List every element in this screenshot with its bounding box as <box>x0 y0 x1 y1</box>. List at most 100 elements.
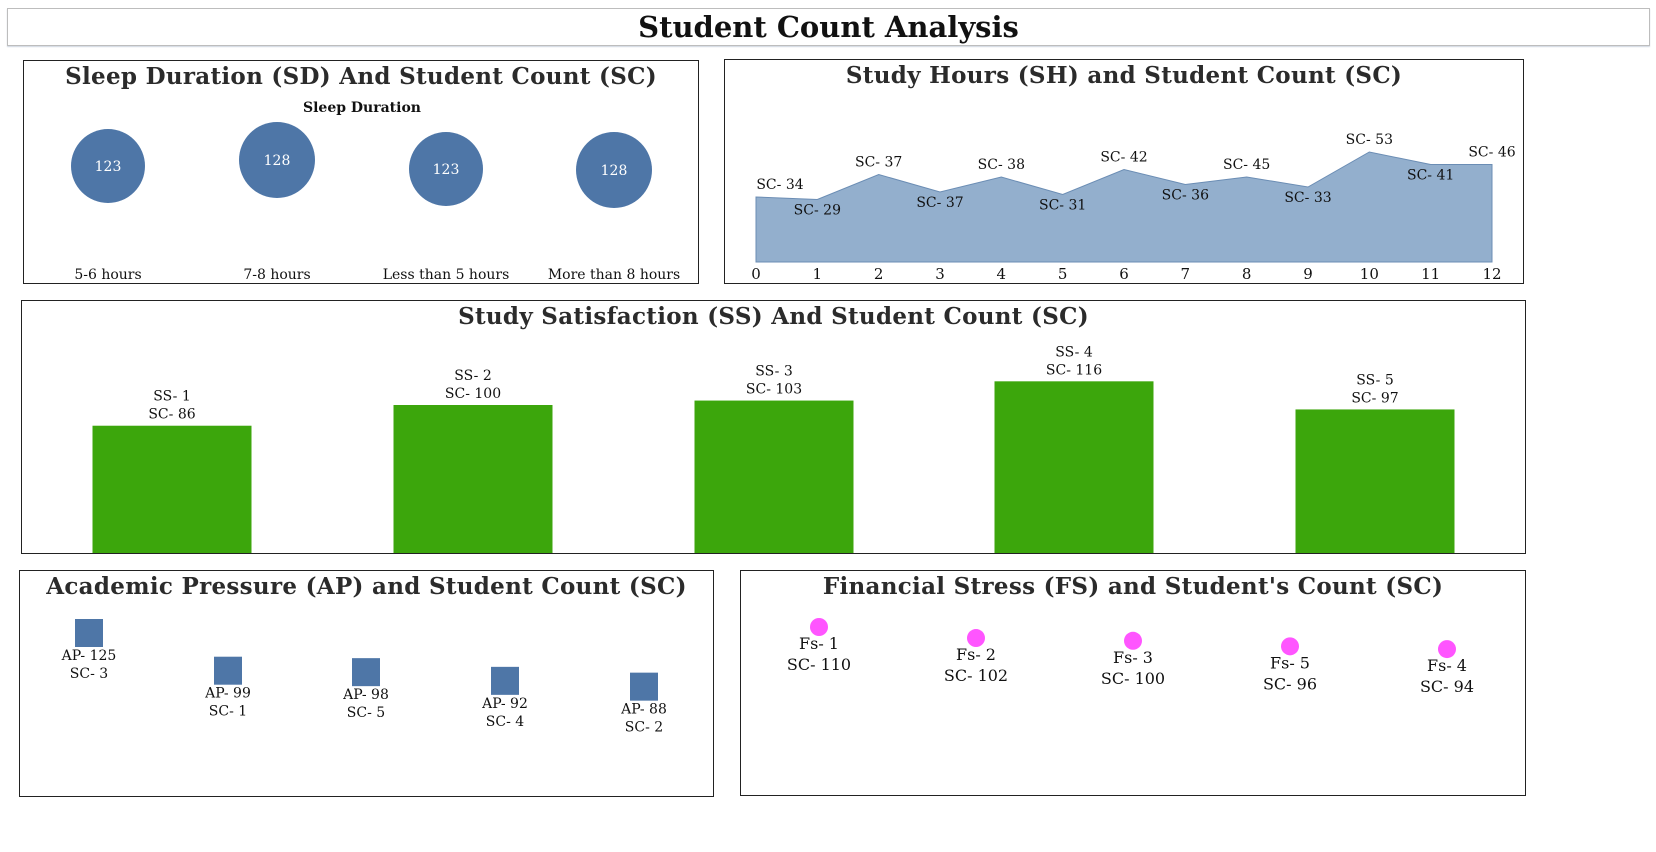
satisfaction-bar <box>393 405 553 553</box>
satisfaction-category-label: SS- 1 <box>153 389 191 405</box>
academic-pressure-label: AP- 88 <box>620 702 667 718</box>
study-hours-tick-label: 5 <box>1058 265 1068 283</box>
study-hours-tick-label: 2 <box>874 265 884 283</box>
academic-pressure-count-label: SC- 4 <box>486 714 524 730</box>
satisfaction-value-label: SC- 97 <box>1351 390 1398 406</box>
financial-stress-count-label: SC- 96 <box>1263 674 1317 693</box>
financial-stress-label: Fs- 5 <box>1270 653 1310 672</box>
academic-pressure-count-label: SC- 5 <box>347 705 385 721</box>
study-hours-tick-label: 4 <box>997 265 1007 283</box>
study-hours-value-label: SC- 38 <box>978 157 1025 173</box>
financial-stress-title: Financial Stress (FS) and Student's Coun… <box>822 573 1444 600</box>
sleep-category-label: 7-8 hours <box>243 267 310 283</box>
sleep-bubble <box>71 129 145 203</box>
academic-pressure-label: AP- 99 <box>204 686 251 702</box>
sleep-category-label: Less than 5 hours <box>383 267 510 283</box>
financial-stress-chart: Fs- 1 SC- 110 Fs- 2 SC- 102 Fs- 3 SC- 100 Fs- … <box>787 618 1474 696</box>
academic-pressure-title: Academic Pressure (AP) and Student Count… <box>46 573 687 600</box>
study-satisfaction-chart: SS- 1 SC- 86 SS- 2 SC- 100 SS- 3 SC- 103 SS- 4… <box>92 344 1455 553</box>
sleep-bubble-value: 128 <box>264 153 291 169</box>
financial-stress-marker <box>810 618 828 636</box>
financial-stress-panel: Financial Stress (FS) and Student's Coun… <box>740 570 1526 796</box>
study-hours-value-label: SC- 46 <box>1468 145 1515 161</box>
dashboard-title-bar: Student Count Analysis <box>7 8 1650 46</box>
financial-stress-marker <box>967 629 985 648</box>
study-hours-area <box>755 151 1493 263</box>
financial-stress-count-label: SC- 102 <box>944 666 1008 685</box>
satisfaction-category-label: SS- 3 <box>755 364 793 380</box>
academic-pressure-label: AP- 92 <box>481 696 528 712</box>
satisfaction-category-label: SS- 4 <box>1055 344 1093 360</box>
financial-stress-marker <box>1281 637 1299 656</box>
satisfaction-bar <box>694 400 854 553</box>
academic-pressure-label: AP- 125 <box>61 648 117 664</box>
study-hours-tick-label: 11 <box>1421 265 1440 283</box>
study-hours-value-label: SC- 53 <box>1346 132 1393 148</box>
sleep-duration-header: Sleep Duration <box>303 100 421 116</box>
financial-stress-count-label: SC- 100 <box>1101 669 1165 688</box>
sleep-bubble <box>239 122 315 198</box>
satisfaction-value-label: SC- 100 <box>445 386 501 402</box>
sleep-bubble <box>409 132 483 206</box>
financial-stress-marker <box>1124 631 1142 650</box>
study-hours-tick-label: 0 <box>751 265 761 283</box>
study-hours-value-label: SC- 36 <box>1162 188 1209 204</box>
sleep-bubble-value: 123 <box>433 162 460 178</box>
study-hours-value-label: SC- 45 <box>1223 157 1270 173</box>
academic-pressure-panel: Academic Pressure (AP) and Student Count… <box>19 570 714 797</box>
academic-pressure-marker <box>352 658 380 687</box>
study-satisfaction-panel: Study Satisfaction (SS) And Student Coun… <box>21 300 1526 554</box>
satisfaction-bar <box>1295 409 1455 553</box>
satisfaction-category-label: SS- 5 <box>1356 372 1394 388</box>
sleep-duration-title: Sleep Duration (SD) And Student Count (S… <box>65 63 657 90</box>
financial-stress-marker <box>1438 640 1456 659</box>
financial-stress-count-label: SC- 94 <box>1420 677 1474 696</box>
satisfaction-value-label: SC- 103 <box>746 382 802 398</box>
study-hours-tick-label: 12 <box>1482 265 1501 283</box>
academic-pressure-count-label: SC- 2 <box>625 720 663 736</box>
satisfaction-value-label: SC- 86 <box>148 407 195 423</box>
study-satisfaction-title: Study Satisfaction (SS) And Student Coun… <box>458 303 1089 330</box>
satisfaction-bar <box>994 381 1154 553</box>
sleep-bubble-value: 128 <box>601 163 628 179</box>
study-hours-chart: SC- 34 0 SC- 29 1 SC- 37 2 SC- 37 3 SC- 38 4 SC- 3… <box>751 132 1516 283</box>
sleep-category-label: 5-6 hours <box>74 267 141 283</box>
study-hours-panel: Study Hours (SH) and Student Count (SC) … <box>724 59 1524 284</box>
study-hours-value-label: SC- 31 <box>1039 198 1086 214</box>
study-hours-title: Study Hours (SH) and Student Count (SC) <box>845 62 1403 89</box>
financial-stress-label: Fs- 1 <box>799 634 839 653</box>
study-hours-tick-label: 9 <box>1303 265 1313 283</box>
sleep-category-label: More than 8 hours <box>548 267 680 283</box>
academic-pressure-count-label: SC- 3 <box>70 666 108 682</box>
study-hours-tick-label: 7 <box>1181 265 1191 283</box>
academic-pressure-marker <box>630 672 658 701</box>
study-hours-tick-label: 10 <box>1360 265 1379 283</box>
study-hours-value-label: SC- 33 <box>1284 190 1331 206</box>
academic-pressure-marker <box>491 666 519 695</box>
study-hours-value-label: SC- 37 <box>855 155 902 171</box>
study-hours-value-label: SC- 29 <box>794 203 841 219</box>
academic-pressure-chart: AP- 125 SC- 3 AP- 99 SC- 1 AP- 98 SC- 5 AP- 92… <box>61 619 667 736</box>
academic-pressure-marker <box>75 619 103 647</box>
financial-stress-label: Fs- 4 <box>1427 656 1467 675</box>
financial-stress-count-label: SC- 110 <box>787 655 851 674</box>
study-hours-tick-label: 6 <box>1119 265 1129 283</box>
page-title: Student Count Analysis <box>638 10 1019 44</box>
sleep-duration-panel: Sleep Duration (SD) And Student Count (S… <box>23 60 699 284</box>
study-hours-value-label: SC- 34 <box>756 177 803 193</box>
study-hours-tick-label: 1 <box>813 265 823 283</box>
study-hours-value-label: SC- 41 <box>1407 168 1454 184</box>
study-hours-tick-label: 3 <box>935 265 945 283</box>
sleep-duration-chart: Sleep Duration 123 5-6 hours 128 7-8 hours 1… <box>71 100 680 283</box>
study-hours-value-label: SC- 42 <box>1100 150 1147 166</box>
satisfaction-category-label: SS- 2 <box>454 368 492 384</box>
sleep-bubble <box>576 132 652 208</box>
sleep-bubble-value: 123 <box>95 159 122 175</box>
academic-pressure-marker <box>214 656 242 685</box>
study-hours-tick-label: 8 <box>1242 265 1252 283</box>
academic-pressure-label: AP- 98 <box>342 687 389 703</box>
satisfaction-bar <box>92 425 252 553</box>
financial-stress-label: Fs- 2 <box>956 645 996 664</box>
academic-pressure-count-label: SC- 1 <box>209 704 247 720</box>
study-hours-value-label: SC- 37 <box>916 195 963 211</box>
